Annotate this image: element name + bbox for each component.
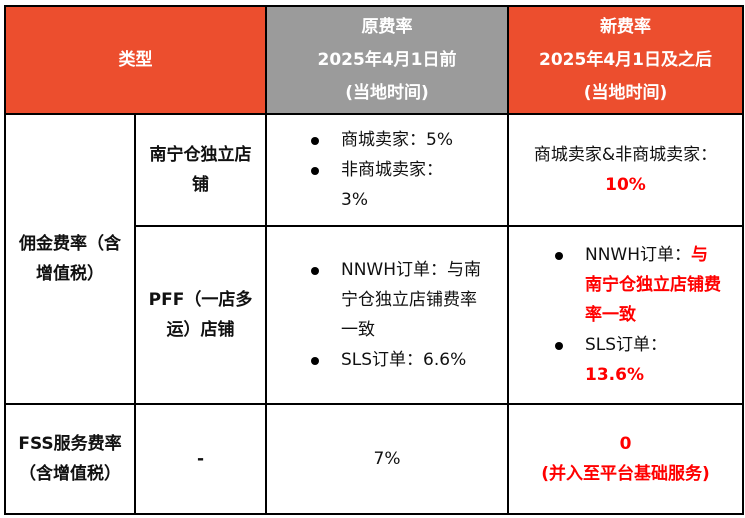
fss-rate-label: FSS服务费率（含增值税） [4, 403, 136, 515]
list-item: SLS订单： 13.6% [509, 330, 695, 390]
fss-store-type: - [134, 403, 267, 515]
commission-rate-label: 佣金费率（含增值税） [4, 113, 136, 405]
pff-new-rate-list: NNWH订单：与南宁仓独立店铺费率一致 SLS订单： 13.6% [509, 240, 742, 390]
new-rate-title: 新费率 [600, 16, 651, 37]
nnwh-order-value: 与南宁仓独立店铺费率一致 [585, 245, 721, 325]
new-rate-timezone: (当地时间) [583, 82, 668, 103]
fss-row: FSS服务费率（含增值税） - 7% 0 (并入至平台基础服务) [4, 403, 744, 515]
nnwh-order-label: NNWH订单： [585, 245, 692, 265]
list-item: NNWH订单：与南宁仓独立店铺费率一致 [509, 240, 721, 330]
fss-new-rate-note: (并入至平台基础服务) [541, 464, 710, 484]
nanning-new-rate-text: 商城卖家&非商城卖家： [533, 145, 718, 165]
sls-order-label: SLS订单： [585, 335, 668, 355]
nanning-new-rate: 商城卖家&非商城卖家： 10% [507, 113, 744, 227]
fss-old-rate: 7% [265, 403, 509, 515]
nanning-store-label: 南宁仓独立店铺 [134, 113, 267, 227]
pff-new-rate: NNWH订单：与南宁仓独立店铺费率一致 SLS订单： 13.6% [507, 225, 744, 405]
commission-pff-row: PFF（一店多运）店铺 NNWH订单：与南宁仓独立店铺费率一致 SLS订单：6.… [5, 225, 744, 405]
type-header: 类型 [4, 5, 267, 115]
old-rate-header: 原费率 2025年4月1日前 (当地时间) [265, 5, 509, 115]
list-item: NNWH订单：与南宁仓独立店铺费率一致 [267, 255, 491, 345]
type-header-label: 类型 [118, 49, 153, 70]
nanning-old-rate-list: 商城卖家：5% 非商城卖家：3% [267, 125, 507, 215]
old-rate-title: 原费率 [361, 16, 413, 37]
header-row: 类型 原费率 2025年4月1日前 (当地时间) 新费率 2025年4月1日及之… [4, 5, 744, 115]
nanning-old-rate: 商城卖家：5% 非商城卖家：3% [265, 113, 509, 227]
old-rate-timezone: (当地时间) [345, 82, 429, 103]
pff-store-label: PFF（一店多运）店铺 [134, 225, 267, 405]
commission-nanning-row: 佣金费率（含增值税） 南宁仓独立店铺 商城卖家：5% 非商城卖家：3% 商城卖家… [4, 113, 744, 405]
pff-old-rate-list: NNWH订单：与南宁仓独立店铺费率一致 SLS订单：6.6% [267, 255, 507, 375]
old-rate-date: 2025年4月1日前 [317, 49, 457, 70]
list-item: 商城卖家：5% [267, 125, 501, 155]
fss-new-rate: 0 (并入至平台基础服务) [507, 403, 744, 515]
sls-order-value: 13.6% [585, 365, 644, 385]
fss-new-rate-value: 0 [619, 434, 632, 454]
list-item: SLS订单：6.6% [267, 345, 501, 375]
pff-old-rate: NNWH订单：与南宁仓独立店铺费率一致 SLS订单：6.6% [265, 225, 509, 405]
new-rate-header: 新费率 2025年4月1日及之后 (当地时间) [507, 5, 744, 115]
new-rate-date: 2025年4月1日及之后 [539, 49, 712, 70]
fee-rate-table: 类型 原费率 2025年4月1日前 (当地时间) 新费率 2025年4月1日及之… [4, 5, 744, 515]
list-item: 非商城卖家：3% [267, 155, 451, 215]
nanning-new-rate-value: 10% [605, 175, 646, 195]
